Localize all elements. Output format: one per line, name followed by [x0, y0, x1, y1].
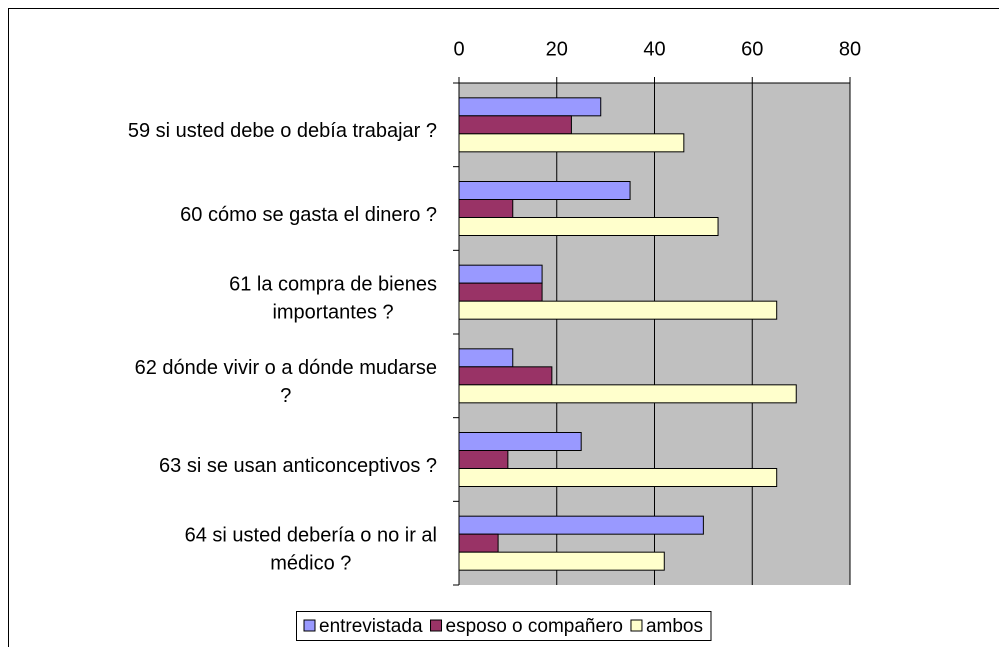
- y-tick-label: 59 si usted debe o debía trabajar ?: [128, 120, 437, 142]
- y-tick-label: 62 dónde vivir o a dónde mudarse: [135, 357, 437, 379]
- x-tick-label: 20: [546, 38, 568, 60]
- y-tick-label: 64 si usted debería o no ir al: [185, 524, 437, 546]
- bar: [458, 217, 719, 236]
- bar: [458, 264, 543, 284]
- bar: [458, 348, 514, 368]
- bar: [458, 551, 665, 571]
- y-tick-label: médico ?: [270, 552, 351, 574]
- y-tick-label: ?: [280, 385, 291, 407]
- bar: [458, 533, 499, 553]
- bar: [458, 300, 778, 320]
- legend-swatch: [630, 619, 643, 632]
- category-label: 63 si se usan anticonceptivos ?: [159, 455, 437, 477]
- legend-swatch: [303, 619, 316, 632]
- bar: [458, 384, 797, 404]
- bar: [458, 97, 602, 117]
- bar: [458, 468, 778, 487]
- category-label: 59 si usted debe o debía trabajar ?: [128, 120, 437, 142]
- legend-label: entrevistada: [319, 616, 423, 637]
- bar: [458, 133, 685, 153]
- y-tick-label: 61 la compra de bienes: [229, 273, 437, 295]
- x-tick-label: 80: [839, 38, 861, 60]
- category-label: 60 cómo se gasta el dinero ?: [180, 204, 437, 226]
- bar: [458, 282, 543, 302]
- x-tick-label: 0: [453, 38, 464, 60]
- bar: [458, 115, 572, 135]
- legend-swatch: [430, 619, 443, 632]
- category-label: 61 la compra de bienes importantes ?: [229, 273, 437, 323]
- y-tick-label: 63 si se usan anticonceptivos ?: [159, 455, 437, 477]
- bar: [458, 366, 553, 386]
- category-label: 62 dónde vivir o a dónde mudarse?: [135, 357, 437, 407]
- x-tick-label: 60: [741, 38, 763, 60]
- bar: [458, 432, 582, 451]
- legend-label: ambos: [646, 616, 703, 637]
- bar: [458, 199, 514, 218]
- y-tick-label: importantes ?: [272, 301, 393, 323]
- legend-label: esposo o compañero: [446, 616, 623, 637]
- x-tick-label: 40: [643, 38, 665, 60]
- bar: [458, 515, 704, 535]
- category-label: 64 si usted debería o no ir al médico ?: [185, 524, 437, 574]
- bar: [458, 450, 509, 469]
- y-tick-label: 60 cómo se gasta el dinero ?: [180, 204, 437, 226]
- bar: [458, 181, 631, 200]
- legend: entrevistada esposo o compañero ambos: [296, 611, 712, 641]
